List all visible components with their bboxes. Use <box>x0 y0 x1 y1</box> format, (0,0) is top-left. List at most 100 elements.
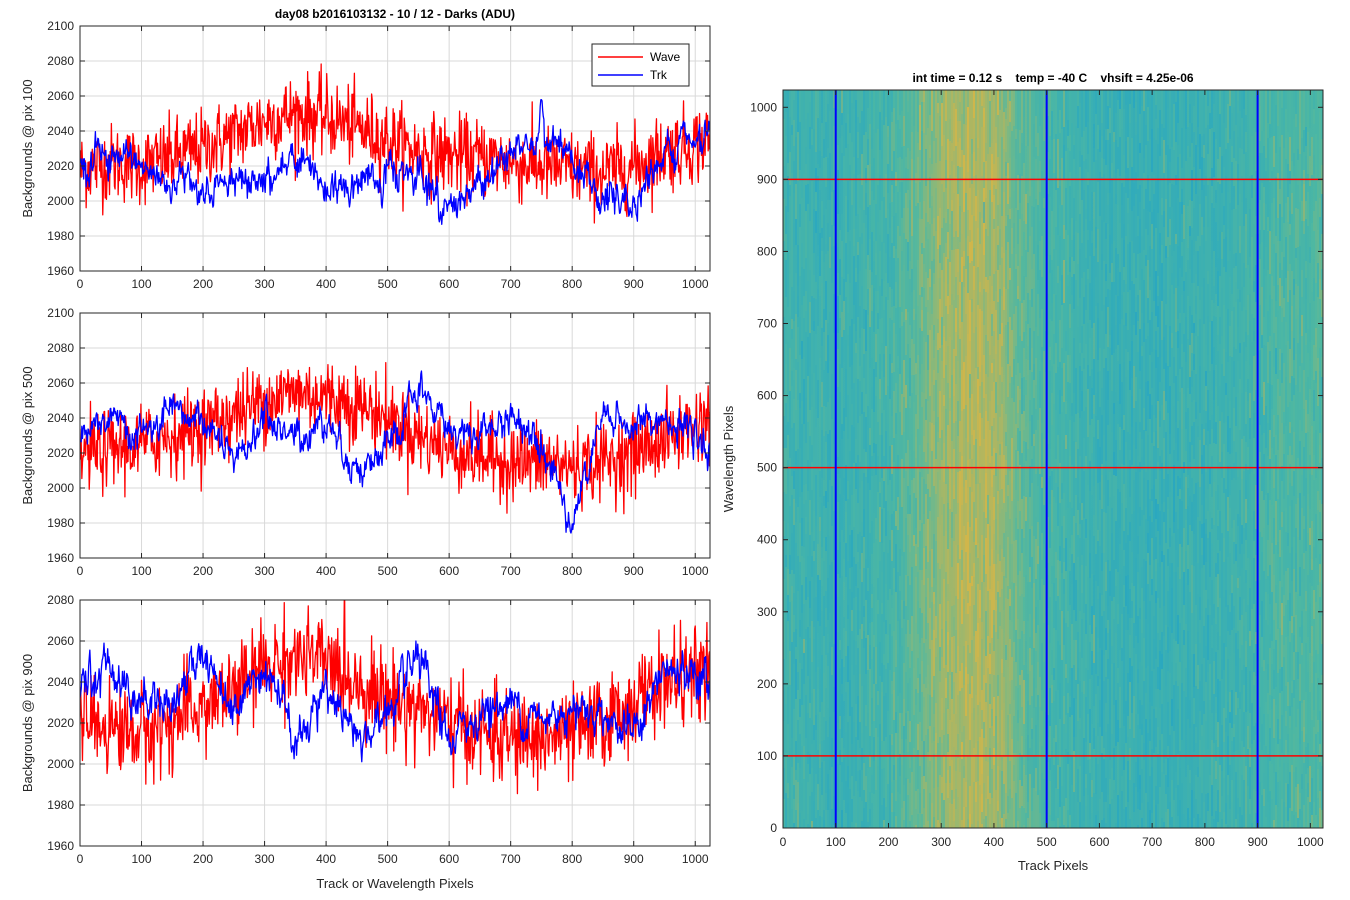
heatmap-cell <box>1057 328 1059 367</box>
heatmap-cell <box>1031 269 1033 289</box>
heatmap-cell <box>1109 571 1111 596</box>
heatmap-cell <box>847 90 849 114</box>
heatmap-cell <box>923 808 925 825</box>
heatmap-cell <box>841 694 843 738</box>
heatmap-cell <box>913 179 915 215</box>
heatmap-cell <box>949 305 951 337</box>
heatmap-cell <box>819 580 821 626</box>
heatmap-cell <box>1029 196 1031 236</box>
heatmap-cell <box>1055 816 1057 828</box>
heatmap-cell <box>841 153 843 168</box>
heatmap-cell <box>951 179 953 200</box>
heatmap-cell <box>899 576 901 591</box>
heatmap-cell <box>997 554 999 581</box>
heatmap-cell <box>867 430 869 469</box>
heatmap-cell <box>1115 173 1117 194</box>
heatmap-cell <box>1113 371 1115 403</box>
heatmap-cell <box>1137 177 1139 189</box>
heatmap-cell <box>1041 347 1043 362</box>
axes-box <box>79 25 711 272</box>
heatmap-cell <box>1049 781 1051 815</box>
heatmap-cell <box>825 244 827 254</box>
heatmap-cell <box>1143 515 1145 559</box>
heatmap-cell <box>851 707 853 744</box>
heatmap-cell <box>1113 282 1115 317</box>
heatmap-cell <box>783 691 785 721</box>
heatmap-cell <box>809 626 811 638</box>
heatmap-cell <box>1083 231 1085 272</box>
heatmap-cell <box>845 577 847 587</box>
heatmap-cell <box>859 674 861 722</box>
heatmap-cell <box>815 116 817 152</box>
heatmap-cell <box>865 569 867 600</box>
heatmap-cell <box>949 640 951 675</box>
heatmap-cell <box>939 90 941 116</box>
heatmap-cell <box>1021 176 1023 214</box>
heatmap-cell <box>1119 528 1121 544</box>
heatmap-cell <box>879 435 881 482</box>
heatmap-cell <box>1075 221 1077 232</box>
heatmap-cell <box>1009 197 1011 209</box>
heatmap-cell <box>967 256 969 293</box>
heatmap-cell <box>859 402 861 416</box>
heatmap-cell <box>1039 371 1041 408</box>
heatmap-cell <box>1035 90 1037 116</box>
heatmap-cell <box>885 467 887 501</box>
heatmap-cell <box>1021 553 1023 594</box>
heatmap-cell <box>1093 728 1095 749</box>
heatmap-cell <box>1143 799 1145 828</box>
heatmap-cell <box>1111 799 1113 819</box>
heatmap-cell <box>829 111 831 153</box>
heatmap-cell <box>939 823 941 828</box>
heatmap-cell <box>789 433 791 458</box>
heatmap-cell <box>801 669 803 705</box>
heatmap-cell <box>1093 486 1095 515</box>
heatmap-cell <box>963 409 965 456</box>
heatmap-cell <box>937 103 939 113</box>
heatmap-cell <box>997 340 999 389</box>
heatmap-cell <box>1103 90 1105 130</box>
heatmap-cell <box>1097 764 1099 811</box>
heatmap-cell <box>1043 400 1045 439</box>
heatmap-cell <box>1055 410 1057 446</box>
heatmap-cell <box>891 307 893 320</box>
heatmap-cell <box>851 776 853 799</box>
heatmap-cell <box>811 395 813 407</box>
heatmap-cell <box>971 312 973 352</box>
heatmap-cell <box>925 307 927 342</box>
heatmap-cell <box>1001 645 1003 659</box>
heatmap-cell <box>1123 637 1125 673</box>
heatmap-cell <box>1119 137 1121 176</box>
heatmap-cell <box>885 146 887 174</box>
heatmap-cell <box>1129 682 1131 729</box>
heatmap-cell <box>805 695 807 714</box>
heatmap-cell <box>799 663 801 699</box>
heatmap-cell <box>1015 254 1017 269</box>
heatmap-cell <box>1011 176 1013 208</box>
heatmap-cell <box>1063 90 1065 127</box>
heatmap-cell <box>789 709 791 748</box>
heatmap-cell <box>1107 347 1109 371</box>
heatmap-cell <box>1085 806 1087 828</box>
heatmap-cell <box>1021 670 1023 707</box>
heatmap-cell <box>1113 142 1115 170</box>
heatmap-cell <box>843 362 845 408</box>
heatmap-cell <box>817 544 819 575</box>
heatmap-cell <box>1085 344 1087 377</box>
heatmap-cell <box>961 580 963 624</box>
heatmap-cell <box>1087 172 1089 185</box>
heatmap-cell <box>1057 765 1059 789</box>
heatmap-cell <box>997 581 999 592</box>
heatmap-cell <box>941 777 943 793</box>
heatmap-cell <box>825 90 827 122</box>
y-tick-label: 1980 <box>47 798 74 812</box>
heatmap-cell <box>1067 693 1069 713</box>
heatmap-cell <box>1033 380 1035 398</box>
heatmap-cell <box>829 789 831 826</box>
heatmap-cell <box>873 647 875 684</box>
heatmap-cell <box>949 337 951 378</box>
heatmap-cell <box>899 182 901 192</box>
heatmap-cell <box>1073 274 1075 309</box>
heatmap-cell <box>795 629 797 647</box>
heatmap-cell <box>1021 756 1023 786</box>
